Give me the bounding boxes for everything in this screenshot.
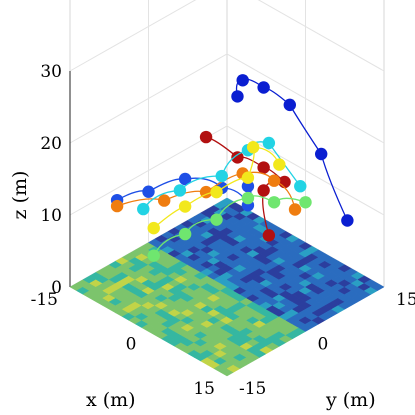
trajectory-point [267,174,281,187]
trajectory-point [246,141,260,154]
trajectory-point [267,196,281,209]
trajectory-point [142,185,155,198]
x-tick-label: -15 [31,290,58,310]
trajectory-point [178,227,192,241]
trajectory-point [315,147,328,161]
trajectory-point [231,151,244,164]
z-grid-line [69,0,385,72]
trajectory-point [241,191,255,205]
y-tick-label: 15 [396,290,415,310]
trajectory-point [288,203,302,216]
trajectory-point [283,98,296,112]
trajectory-point [257,184,270,197]
trajectory-point [110,199,124,213]
trajectory-point [158,194,171,207]
z-tick-label: 0 [51,278,62,298]
y-axis-label: y (m) [325,389,376,411]
trajectory-point [273,158,286,171]
trajectory-point [137,202,150,216]
z-tick-label: 10 [40,206,62,226]
trajectory-point [262,136,276,150]
trajectory-point [231,90,244,103]
z-tick-label: 20 [40,134,62,154]
trajectory-point [262,229,276,242]
trajectory-point [178,200,192,213]
x-tick-label: 15 [193,379,215,399]
trajectory-point [241,171,255,184]
y-tick-label: -15 [239,379,266,399]
trajectory-point [215,169,228,183]
trajectory-point [278,175,291,189]
trajectory-point [199,130,213,144]
ground-cell [370,283,385,291]
trajectory-point [178,172,192,186]
z-grid-line [69,53,385,144]
trajectory-point [341,214,354,227]
trajectories [110,74,354,262]
y-tick-label: 0 [318,335,329,355]
trajectory-point [236,74,249,87]
trajectory-point [147,221,160,235]
trajectory-point [294,180,307,193]
trajectory-point [210,185,223,199]
ground-heatmap [69,197,385,377]
trajectory-point [257,161,270,174]
z-axis-label: z (m) [9,171,31,220]
x-tick-label: 0 [126,335,137,355]
x-axis-label: x (m) [86,389,136,411]
z-tick-label: 30 [40,62,62,82]
trajectory-point [210,213,223,226]
trajectory-point [147,249,160,262]
trajectory-point [299,196,312,209]
trajectory-point [257,81,270,94]
trajectory-point [173,184,187,197]
